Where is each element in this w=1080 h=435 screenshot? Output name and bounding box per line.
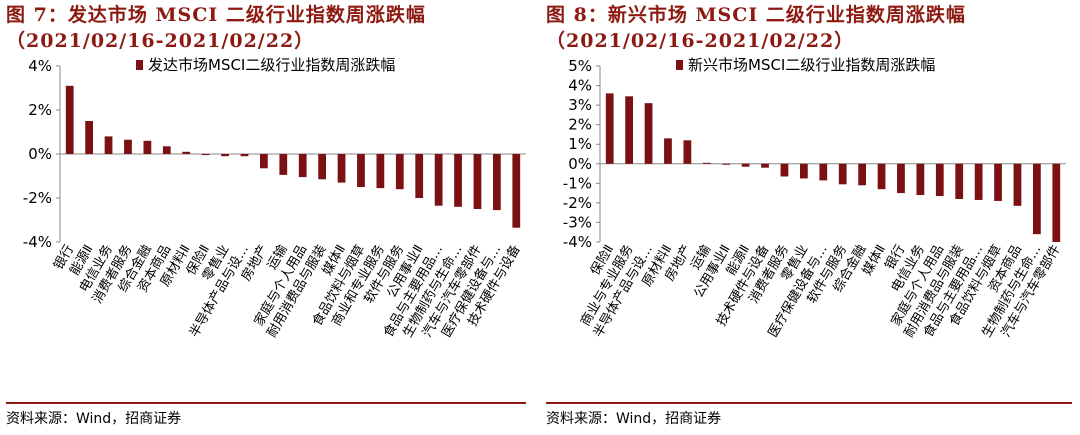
source-note: 资料来源：Wind，招商证券 bbox=[546, 411, 722, 427]
bar bbox=[761, 163, 769, 168]
y-tick-label: 2% bbox=[28, 101, 52, 119]
bar bbox=[85, 121, 94, 154]
y-tick-label: 1% bbox=[568, 135, 592, 153]
bar bbox=[799, 163, 808, 179]
y-tick-label: -4% bbox=[23, 233, 52, 251]
bar bbox=[897, 163, 905, 194]
bar bbox=[780, 163, 789, 177]
bar bbox=[625, 96, 634, 164]
bottom-rule bbox=[546, 402, 1072, 404]
bar bbox=[337, 154, 346, 183]
bar bbox=[819, 163, 828, 181]
bar bbox=[434, 154, 443, 206]
chart-panel-developed: 图 7：发达市场 MSCI 二级行业指数周涨跌幅 （2021/02/16-202… bbox=[6, 0, 534, 435]
y-tick-label: 5% bbox=[568, 57, 592, 75]
bar bbox=[702, 162, 711, 164]
bar bbox=[65, 85, 74, 154]
bar bbox=[974, 163, 983, 200]
bar bbox=[454, 154, 462, 207]
bar bbox=[143, 140, 152, 154]
y-tick-label: 4% bbox=[568, 77, 592, 95]
legend-swatch bbox=[676, 60, 683, 70]
y-tick-label: 2% bbox=[568, 116, 592, 134]
bar-chart-emerging: -4%-3%-2%-1%0%1%2%3%4%5%保险Ⅱ商业与专业服务半导体产品与… bbox=[563, 56, 1066, 340]
y-tick-label: -2% bbox=[23, 189, 52, 207]
source-note: 资料来源：Wind，招商证券 bbox=[6, 411, 182, 427]
bar bbox=[1032, 163, 1041, 235]
bar bbox=[318, 154, 327, 180]
bar bbox=[683, 140, 692, 164]
bar bbox=[182, 151, 191, 154]
bar bbox=[605, 93, 614, 164]
y-tick-label: 0% bbox=[28, 145, 52, 163]
bar bbox=[722, 163, 731, 165]
y-tick-label: -4% bbox=[563, 233, 592, 251]
bar bbox=[279, 154, 288, 175]
legend-swatch bbox=[136, 60, 143, 70]
bottom-rule bbox=[6, 402, 526, 404]
bar bbox=[1013, 163, 1022, 206]
bar bbox=[664, 138, 672, 164]
bar bbox=[162, 146, 171, 154]
y-tick-label: -1% bbox=[563, 174, 592, 192]
bar bbox=[644, 103, 653, 164]
legend-label: 新兴市场MSCI二级行业指数周涨跌幅 bbox=[688, 56, 935, 74]
bar bbox=[298, 154, 307, 178]
bar bbox=[201, 154, 210, 156]
bar bbox=[473, 154, 482, 209]
figure-subtitle: （2021/02/16-2021/02/22） bbox=[6, 30, 315, 52]
figure-title: 图 8：新兴市场 MSCI 二级行业指数周涨跌幅 （2021/02/16-202… bbox=[546, 2, 1074, 54]
y-tick-label: -2% bbox=[563, 194, 592, 212]
y-tick-label: 4% bbox=[28, 57, 52, 75]
bar bbox=[376, 154, 385, 189]
bar bbox=[838, 163, 847, 185]
bar bbox=[858, 163, 867, 186]
bar bbox=[916, 163, 925, 196]
figure-subtitle: （2021/02/16-2021/02/22） bbox=[546, 30, 855, 52]
bar bbox=[1052, 163, 1061, 242]
bar bbox=[512, 154, 521, 228]
bar bbox=[395, 154, 404, 190]
legend-label: 发达市场MSCI二级行业指数周涨跌幅 bbox=[148, 56, 395, 74]
bar bbox=[124, 139, 132, 154]
bar-chart-developed: -4%-2%0%2%4%银行能源Ⅱ电信业务消费者服务综合金融资本商品原材料Ⅱ保险… bbox=[23, 56, 526, 340]
bar bbox=[104, 136, 113, 154]
bar bbox=[955, 163, 964, 199]
chart-panel-emerging: 图 8：新兴市场 MSCI 二级行业指数周涨跌幅 （2021/02/16-202… bbox=[546, 0, 1074, 435]
bar bbox=[357, 154, 365, 187]
bar bbox=[877, 163, 886, 190]
figure-title: 图 7：发达市场 MSCI 二级行业指数周涨跌幅 （2021/02/16-202… bbox=[6, 2, 534, 54]
y-tick-label: 3% bbox=[568, 96, 592, 114]
bar bbox=[221, 154, 229, 157]
y-tick-label: 0% bbox=[568, 155, 592, 173]
figure-title-text: 图 7：发达市场 MSCI 二级行业指数周涨跌幅 bbox=[6, 4, 426, 26]
bar bbox=[259, 154, 268, 169]
bar bbox=[240, 154, 249, 157]
figure-title-text: 图 8：新兴市场 MSCI 二级行业指数周涨跌幅 bbox=[546, 4, 966, 26]
y-tick-label: -3% bbox=[563, 213, 592, 231]
bar bbox=[492, 154, 501, 211]
bar bbox=[994, 163, 1002, 201]
bar bbox=[415, 154, 424, 198]
bar bbox=[741, 163, 750, 167]
bar bbox=[935, 163, 944, 197]
